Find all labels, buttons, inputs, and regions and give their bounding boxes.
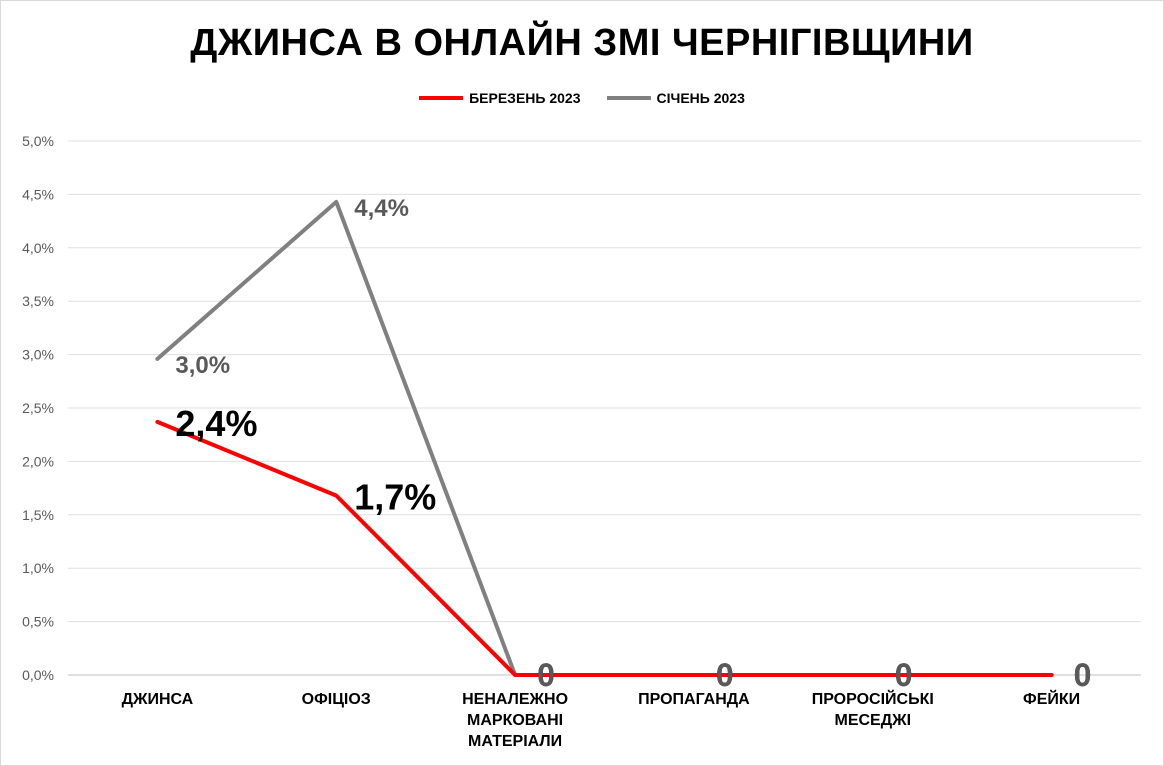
- data-label-march: 0: [537, 657, 555, 693]
- legend-swatch-march: [419, 96, 464, 100]
- y-tick-label: 3,0%: [22, 347, 54, 363]
- y-tick-label: 2,5%: [22, 400, 54, 416]
- legend-item-january: СІЧЕНЬ 2023: [606, 90, 745, 106]
- series-line-march: [155, 419, 1054, 677]
- data-label-march: 0: [895, 657, 913, 693]
- x-category-label: ФЕЙКИ: [1023, 689, 1080, 708]
- legend-swatch-january: [606, 96, 651, 100]
- y-tick-label: 4,5%: [22, 186, 54, 202]
- x-category-label: ДЖИНСА: [122, 691, 194, 708]
- x-category-label: ПРОРОСІЙСЬКІ: [812, 689, 934, 708]
- x-category-label: МАРКОВАНІ: [467, 712, 563, 729]
- y-tick-label: 3,5%: [22, 293, 54, 309]
- y-tick-label: 5,0%: [22, 133, 54, 149]
- legend-label-march: БЕРЕЗЕНЬ 2023: [469, 90, 581, 106]
- x-category-label: МАТЕРІАЛИ: [468, 733, 562, 750]
- data-label-january: 0: [716, 657, 734, 693]
- data-label-march: 1,7%: [354, 477, 436, 518]
- legend-label-january: СІЧЕНЬ 2023: [656, 90, 745, 106]
- data-label-march: 0: [1074, 657, 1092, 693]
- x-category-label: НЕНАЛЕЖНО: [462, 691, 568, 708]
- data-label-january: 0: [1074, 657, 1092, 693]
- y-tick-label: 2,0%: [22, 453, 54, 469]
- legend: БЕРЕЗЕНЬ 2023 СІЧЕНЬ 2023: [0, 90, 1164, 106]
- data-label-january: 4,4%: [354, 195, 409, 222]
- y-tick-label: 4,0%: [22, 240, 54, 256]
- data-label-january: 0: [895, 657, 913, 693]
- chart-title: ДЖИНСА В ОНЛАЙН ЗМІ ЧЕРНІГІВЩИНИ: [190, 22, 974, 64]
- series-line-january: [155, 199, 1054, 677]
- data-label-january: 0: [537, 657, 555, 693]
- y-tick-label: 1,0%: [22, 560, 54, 576]
- y-tick-label: 1,5%: [22, 507, 54, 523]
- data-label-january: 3,0%: [175, 352, 230, 379]
- x-category-label: ОФІЦІОЗ: [302, 691, 371, 708]
- data-label-march: 2,4%: [175, 403, 257, 444]
- y-tick-label: 0,0%: [22, 667, 54, 683]
- x-category-label: ПРОПАГАНДА: [638, 691, 750, 708]
- y-tick-label: 0,5%: [22, 614, 54, 630]
- legend-item-march: БЕРЕЗЕНЬ 2023: [419, 90, 581, 106]
- x-category-label: МЕСЕДЖІ: [834, 712, 911, 729]
- data-label-march: 0: [716, 657, 734, 693]
